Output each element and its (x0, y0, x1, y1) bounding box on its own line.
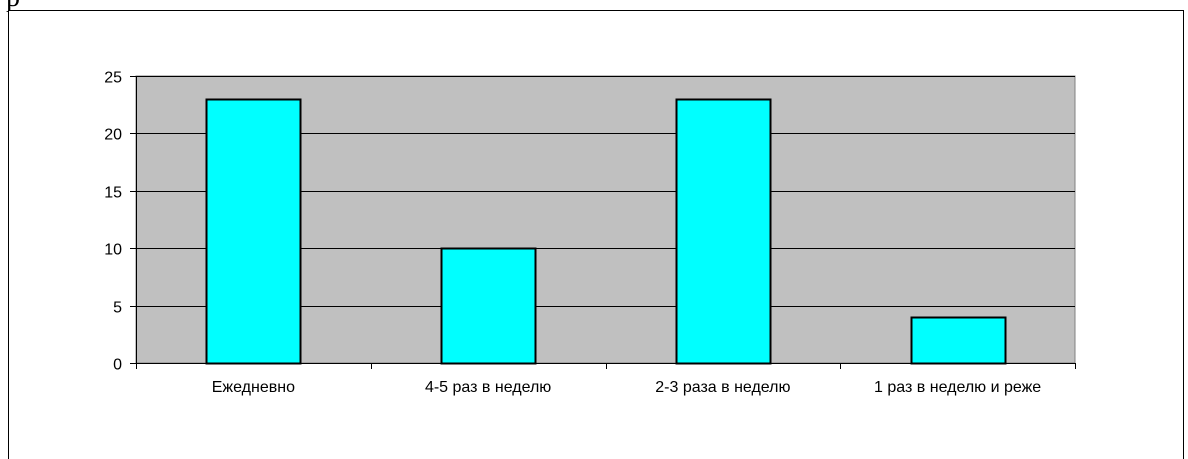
bar (205, 98, 302, 365)
axes (130, 76, 1076, 369)
bar (440, 247, 537, 365)
y-tick-label: 15 (104, 185, 122, 202)
header-partial-text: р (6, 0, 20, 12)
y-tick-labels: 0 5 10 15 20 25 (104, 70, 122, 374)
y-tick-label: 0 (113, 357, 122, 374)
bars (205, 98, 1007, 365)
x-tick-label: Ежедневно (212, 379, 295, 396)
bar (910, 316, 1007, 365)
x-tick-label: 2-3 раза в неделю (655, 379, 790, 396)
y-tick-label: 25 (104, 70, 122, 87)
x-tick-label: 1 раз в неделю и реже (874, 379, 1041, 396)
y-tick-label: 20 (104, 127, 122, 144)
x-tick-labels: Ежедневно 4-5 раз в неделю 2-3 раза в неде… (212, 379, 1042, 396)
y-tick-label: 10 (104, 242, 122, 259)
bar (675, 98, 772, 365)
x-tick-label: 4-5 раз в неделю (425, 379, 551, 396)
y-tick-label: 5 (113, 300, 122, 317)
